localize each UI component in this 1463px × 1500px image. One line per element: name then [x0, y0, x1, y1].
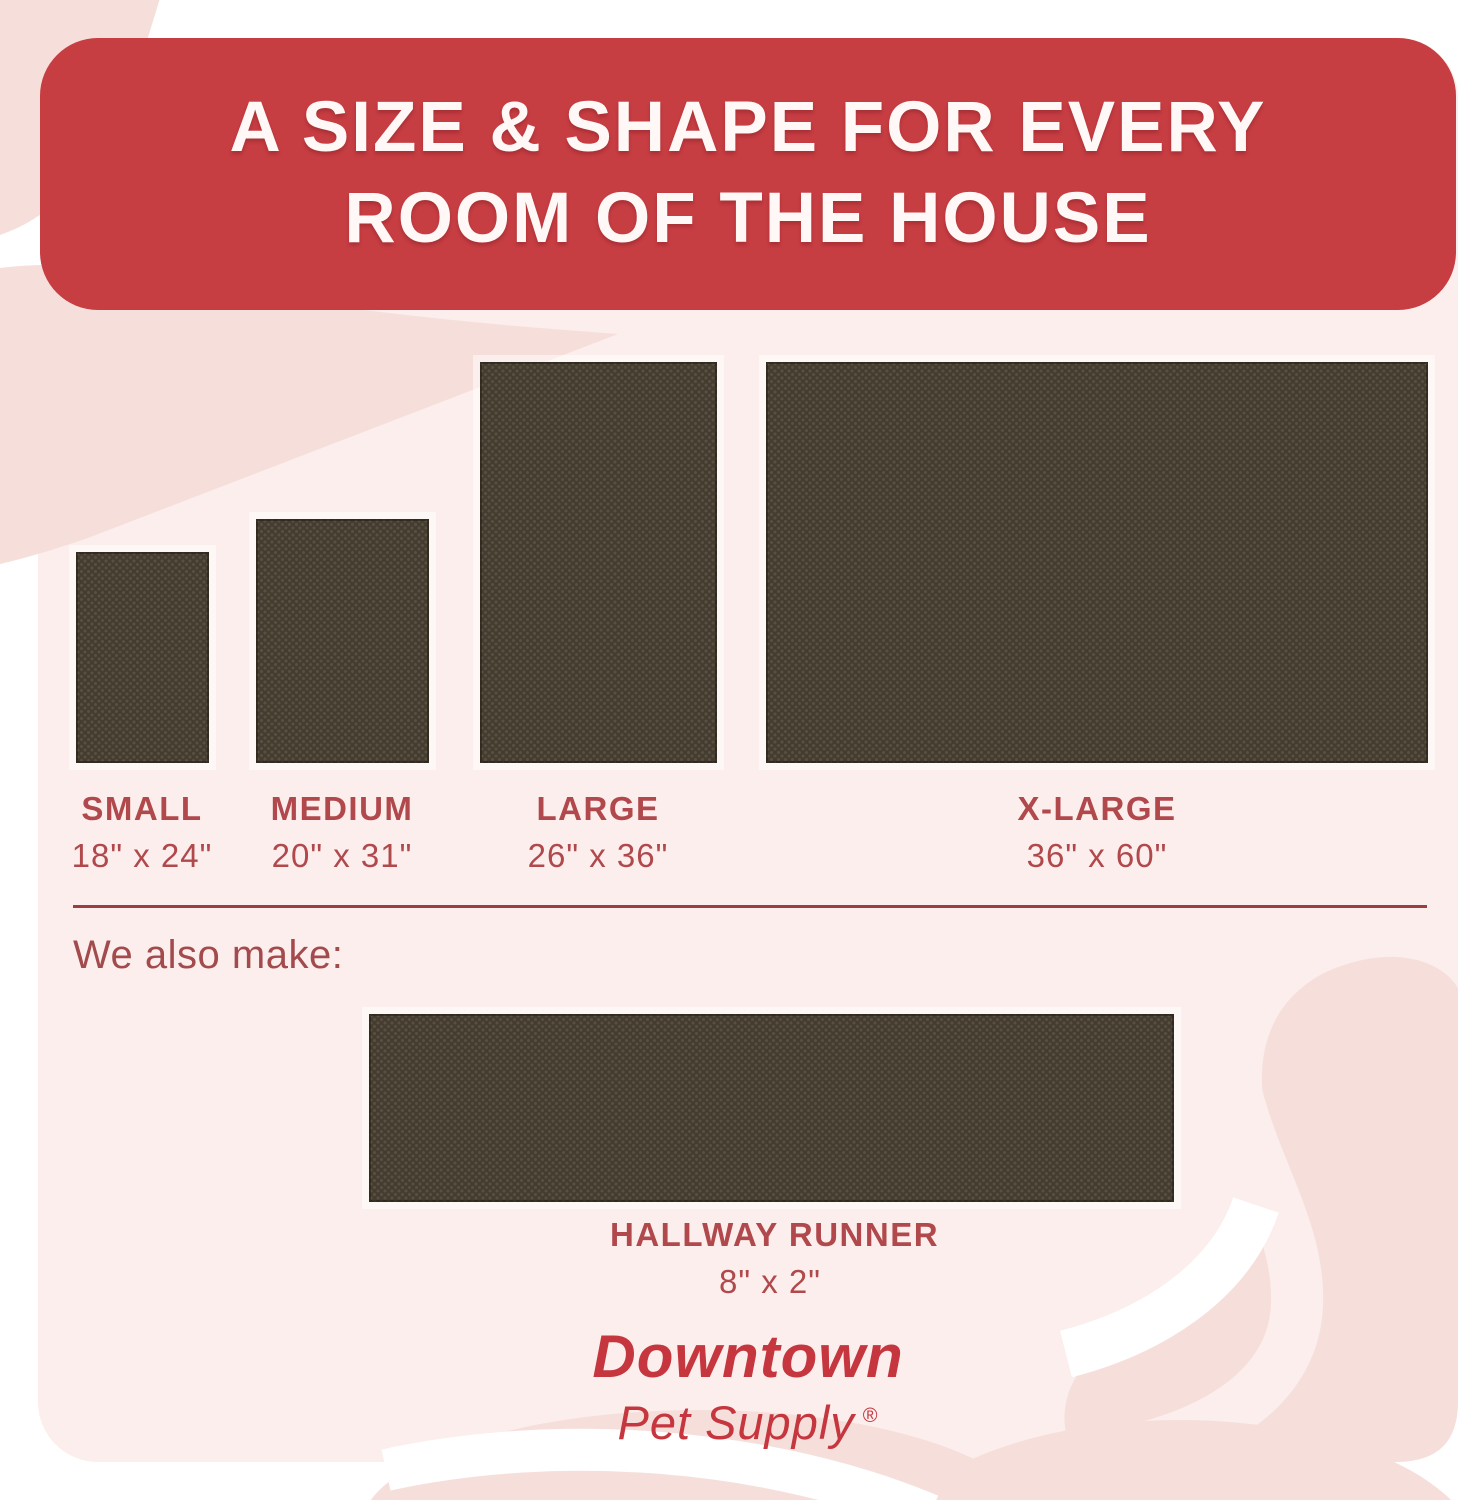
- size-dimensions: 18" x 24": [71, 837, 213, 874]
- size-name: HALLWAY RUNNER: [610, 1216, 940, 1253]
- size-name: MEDIUM: [270, 790, 414, 827]
- title-line-1: A SIZE & SHAPE FOR EVERY: [229, 88, 1267, 168]
- size-label-x-large: X-LARGE 36" x 60": [937, 790, 1257, 875]
- size-label-medium: MEDIUM 20" x 31": [182, 790, 502, 875]
- bottom-right-white-band: [1059, 1196, 1279, 1378]
- mat-swatch-medium: [256, 519, 429, 763]
- mat-swatch-large: [480, 362, 717, 763]
- section-divider: [73, 905, 1427, 908]
- brand-logo: Downtown Pet Supply ®: [40, 1322, 1456, 1450]
- size-label-hallway-runner: HALLWAY RUNNER 8" x 2": [610, 1216, 940, 1301]
- size-name: X-LARGE: [1017, 790, 1177, 827]
- size-label-small: SMALL 18" x 24": [0, 790, 302, 875]
- size-name: SMALL: [81, 790, 203, 827]
- header-banner: A SIZE & SHAPE FOR EVERY ROOM OF THE HOU…: [40, 38, 1456, 310]
- size-name: LARGE: [536, 790, 660, 827]
- left-wedge-blob: [0, 264, 618, 564]
- size-dimensions: 26" x 36": [527, 837, 669, 874]
- title-line-2: ROOM OF THE HOUSE: [344, 179, 1152, 258]
- mat-swatch-x-large: [766, 362, 1428, 763]
- brand-name-text: Pet Supply: [617, 1396, 855, 1449]
- size-dimensions: 8" x 2": [719, 1263, 821, 1300]
- mat-swatch-hallway-runner: [369, 1014, 1174, 1202]
- brand-name-line2: Pet Supply ®: [40, 1395, 1456, 1450]
- bottom-right-corner-blob: [909, 1420, 1451, 1500]
- registered-trademark-symbol: ®: [862, 1405, 879, 1428]
- also-make-intro: We also make:: [73, 933, 344, 977]
- size-dimensions: 20" x 31": [271, 837, 413, 874]
- size-dimensions: 36" x 60": [1026, 837, 1168, 874]
- bottom-white-band: [381, 1428, 939, 1500]
- brand-name-line1: Downtown: [592, 1323, 904, 1390]
- size-label-large: LARGE 26" x 36": [438, 790, 758, 875]
- mat-swatch-small: [76, 552, 209, 763]
